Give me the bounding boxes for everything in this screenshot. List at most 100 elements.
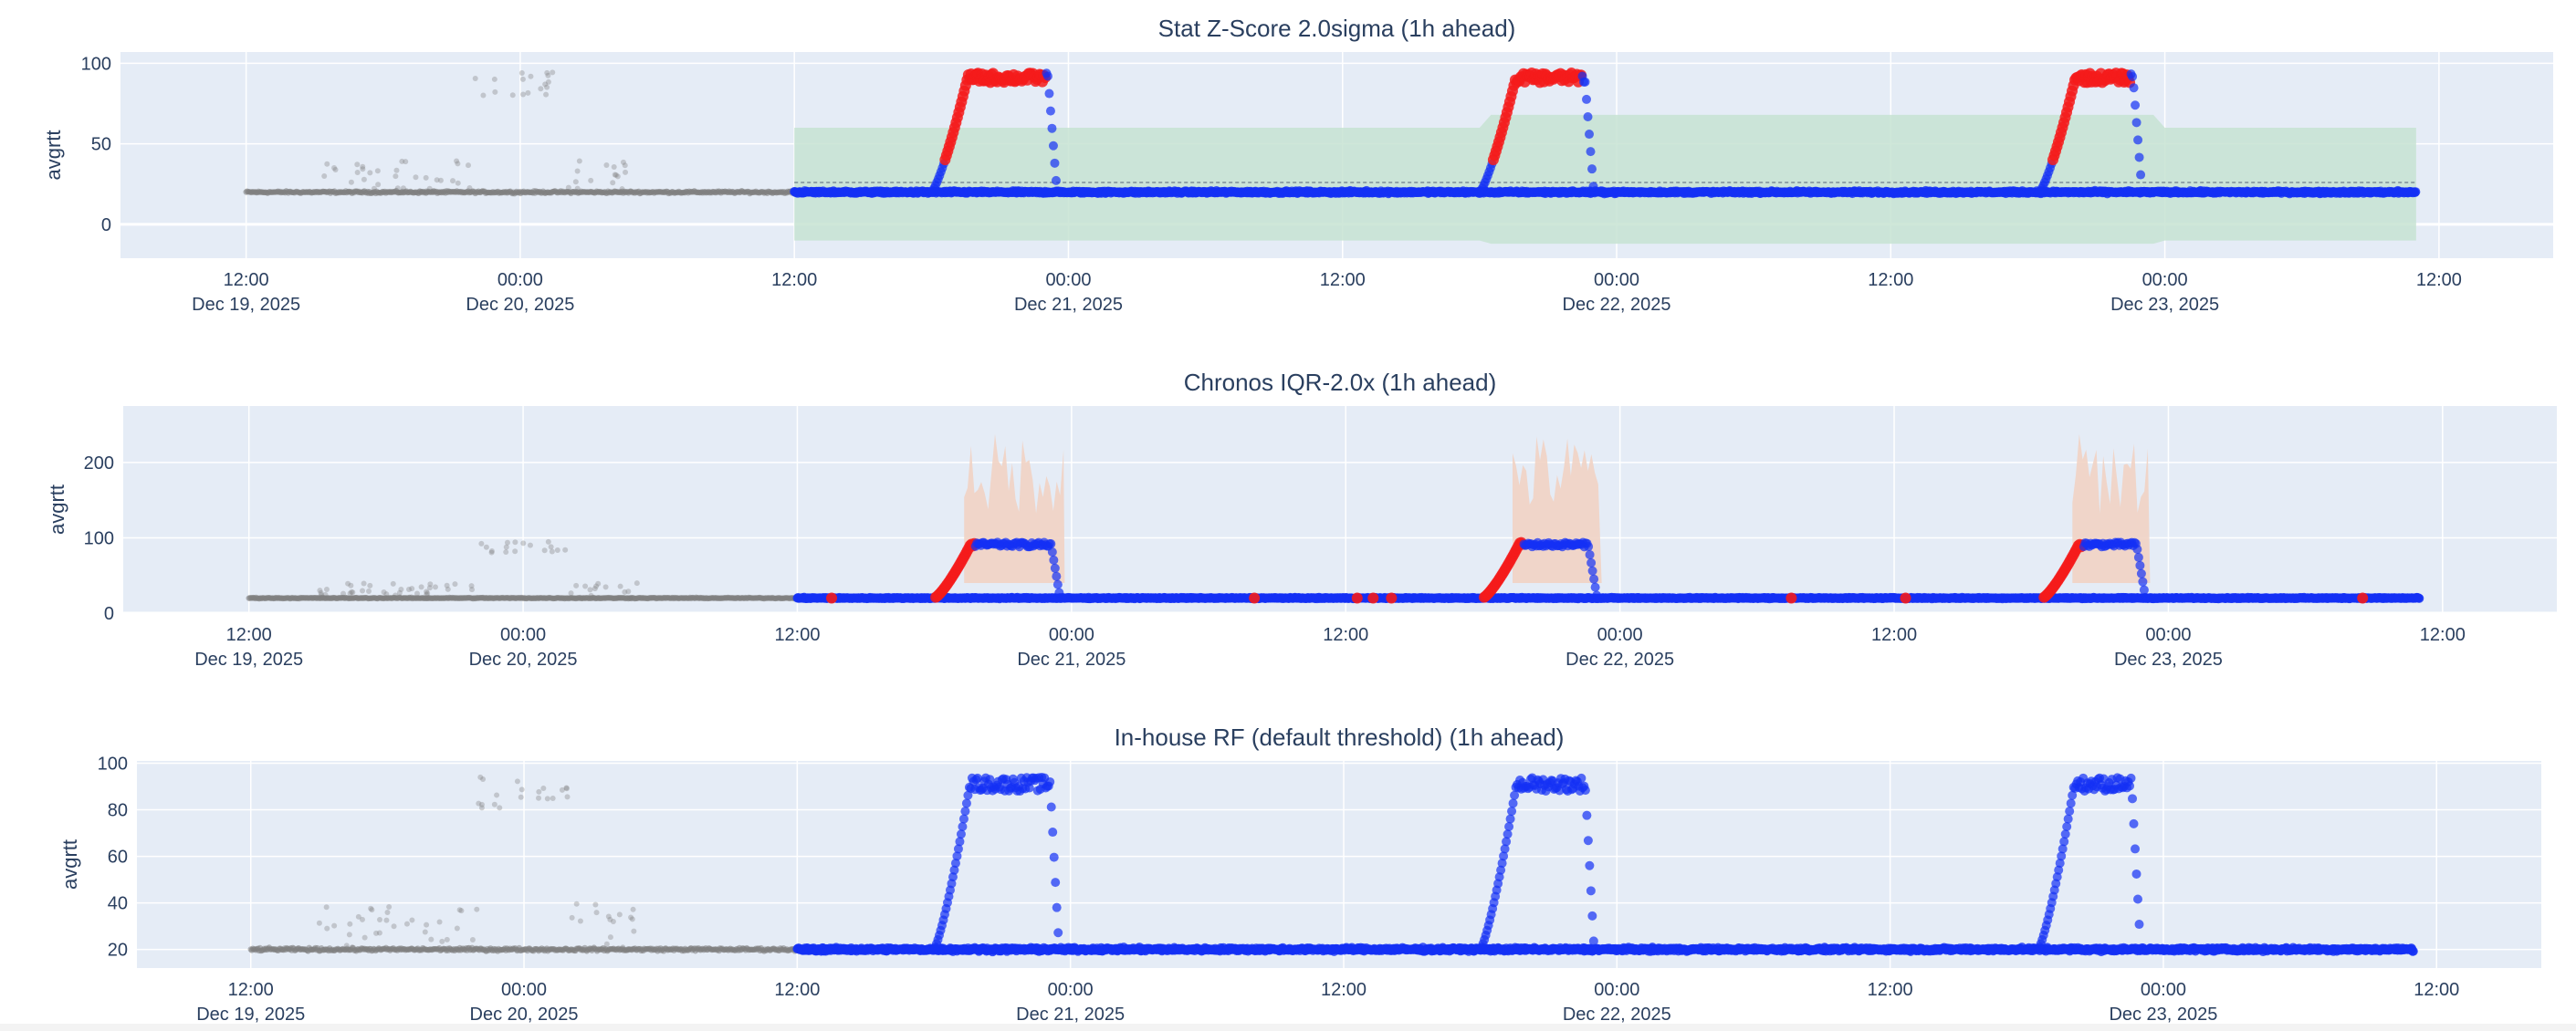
history-point bbox=[366, 588, 372, 594]
history-point bbox=[541, 547, 548, 554]
history-point bbox=[317, 588, 323, 594]
history-point bbox=[454, 158, 460, 164]
chart-title: Chronos IQR-2.0x (1h ahead) bbox=[1184, 369, 1497, 396]
history-point bbox=[550, 69, 556, 76]
history-point bbox=[549, 548, 555, 555]
history-point bbox=[321, 172, 328, 179]
history-point bbox=[455, 161, 461, 167]
history-point bbox=[390, 580, 396, 587]
history-point bbox=[424, 590, 431, 597]
history-point bbox=[518, 70, 525, 77]
actual-point bbox=[1045, 106, 1055, 116]
history-point bbox=[488, 548, 495, 555]
history-point bbox=[409, 586, 415, 592]
history-point bbox=[491, 76, 497, 82]
actual-point bbox=[1047, 123, 1057, 133]
history-point bbox=[354, 170, 361, 176]
x-tick-label: 12:00 bbox=[2416, 270, 2462, 290]
history-point bbox=[318, 589, 324, 596]
history-point bbox=[626, 595, 633, 601]
chart-title: Stat Z-Score 2.0sigma (1h ahead) bbox=[1158, 15, 1516, 42]
history-point bbox=[519, 76, 526, 82]
history-point bbox=[413, 174, 419, 181]
history-point bbox=[574, 168, 581, 174]
actual-point bbox=[1044, 89, 1054, 99]
history-point bbox=[452, 581, 458, 588]
history-point bbox=[374, 168, 381, 174]
history-point bbox=[628, 594, 634, 600]
history-point bbox=[424, 188, 430, 194]
chart-panel-stat-zscore: Stat Z-Score 2.0sigma (1h ahead) avgrtt … bbox=[42, 15, 2553, 315]
history-point bbox=[393, 173, 399, 180]
history-point bbox=[469, 587, 476, 593]
history-point bbox=[426, 185, 433, 192]
x-tick-date-label: Dec 20, 2025 bbox=[466, 295, 574, 315]
history-point bbox=[613, 172, 619, 178]
history-point bbox=[478, 540, 485, 547]
history-point bbox=[419, 189, 425, 195]
history-point bbox=[423, 174, 429, 181]
history-point bbox=[622, 588, 628, 595]
history-point bbox=[588, 177, 594, 183]
y-tick-label: 50 bbox=[91, 135, 111, 155]
history-point bbox=[323, 586, 330, 592]
history-point bbox=[614, 173, 621, 180]
x-tick-label: 00:00 bbox=[1045, 270, 1091, 290]
history-point bbox=[622, 162, 628, 169]
plot-area bbox=[120, 52, 2553, 258]
history-point bbox=[483, 544, 489, 550]
history-point bbox=[340, 590, 347, 597]
history-point bbox=[400, 185, 406, 192]
y-tick-label: 0 bbox=[101, 215, 111, 235]
history-point bbox=[468, 583, 475, 589]
history-point bbox=[466, 185, 473, 192]
y-axis-title: avgrtt bbox=[46, 484, 68, 535]
y-axis-title: avgrtt bbox=[42, 130, 65, 180]
history-point bbox=[324, 161, 330, 167]
actual-point bbox=[1586, 147, 1596, 157]
history-point bbox=[371, 185, 377, 192]
history-point bbox=[582, 583, 589, 589]
history-point bbox=[437, 177, 444, 183]
history-point bbox=[383, 591, 390, 598]
actual-point bbox=[2411, 187, 2421, 197]
history-point bbox=[381, 588, 387, 595]
history-point bbox=[434, 177, 440, 183]
history-point bbox=[345, 580, 351, 587]
history-point bbox=[347, 590, 353, 597]
history-point bbox=[545, 538, 551, 545]
history-point bbox=[512, 539, 518, 546]
actual-point bbox=[1050, 158, 1060, 168]
history-point bbox=[398, 587, 404, 593]
history-point bbox=[354, 161, 361, 168]
history-point bbox=[587, 587, 593, 593]
history-point bbox=[574, 185, 581, 192]
actual-point bbox=[2136, 170, 2146, 180]
x-tick-date-label: Dec 21, 2025 bbox=[1014, 295, 1123, 315]
history-point bbox=[588, 592, 594, 599]
x-tick-label: 00:00 bbox=[2142, 270, 2188, 290]
history-point bbox=[367, 582, 373, 588]
history-point bbox=[349, 588, 355, 595]
actual-point bbox=[2133, 135, 2143, 145]
history-point bbox=[416, 188, 423, 194]
history-point bbox=[543, 91, 550, 98]
history-point bbox=[432, 584, 438, 590]
history-point bbox=[403, 159, 409, 165]
x-tick-date-label: Dec 23, 2025 bbox=[2110, 295, 2219, 315]
history-point bbox=[525, 89, 531, 96]
actual-point bbox=[1048, 141, 1058, 151]
history-point bbox=[331, 165, 338, 172]
actual-point bbox=[2129, 83, 2139, 93]
plot-area bbox=[123, 406, 2557, 613]
history-point bbox=[319, 591, 325, 598]
history-point bbox=[393, 592, 399, 599]
actual-point bbox=[1588, 182, 1598, 192]
history-point bbox=[619, 186, 625, 193]
history-point bbox=[603, 161, 610, 168]
history-point bbox=[612, 172, 618, 178]
history-point bbox=[634, 580, 640, 587]
history-point bbox=[361, 176, 367, 182]
history-point bbox=[592, 586, 598, 592]
history-point bbox=[544, 84, 550, 90]
